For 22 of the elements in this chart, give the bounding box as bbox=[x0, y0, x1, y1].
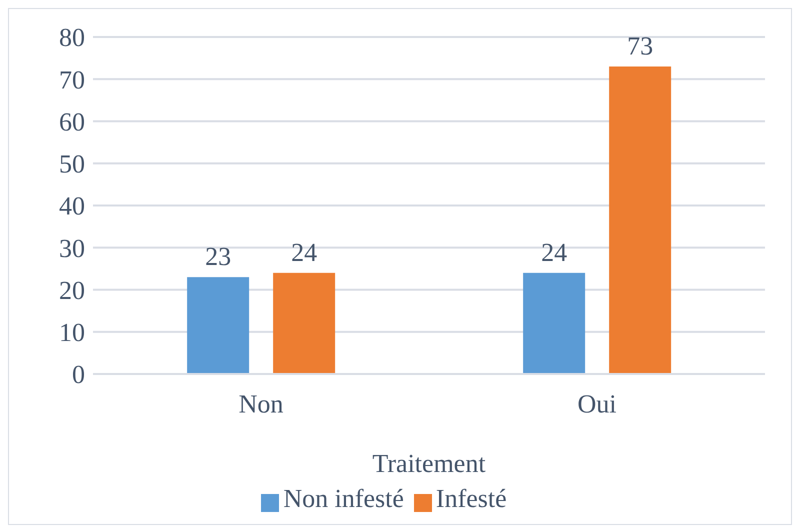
y-tick-label: 40 bbox=[59, 192, 85, 221]
y-tick-label: 80 bbox=[59, 23, 85, 52]
y-tick-label: 0 bbox=[72, 360, 85, 390]
legend-label: Infesté bbox=[436, 484, 507, 513]
data-label: 23 bbox=[205, 242, 232, 272]
y-tick-label: 30 bbox=[59, 234, 85, 263]
bar bbox=[609, 66, 672, 374]
bar bbox=[523, 272, 586, 374]
x-tick-label: Non bbox=[238, 389, 284, 418]
bar bbox=[273, 272, 336, 374]
x-tick-label: Oui bbox=[578, 389, 616, 418]
x-axis-title: Traitement bbox=[372, 449, 486, 478]
y-tick-label: 60 bbox=[59, 107, 85, 136]
y-tick-label: 50 bbox=[59, 150, 85, 179]
legend-label: Non infesté bbox=[283, 484, 404, 513]
y-tick-label: 70 bbox=[59, 65, 85, 94]
y-tick-label: 10 bbox=[59, 318, 85, 348]
bar bbox=[187, 277, 250, 374]
y-tick-label: 20 bbox=[59, 276, 85, 305]
data-label: 24 bbox=[541, 238, 568, 267]
data-label: 24 bbox=[291, 238, 318, 267]
data-label: 73 bbox=[627, 31, 654, 60]
